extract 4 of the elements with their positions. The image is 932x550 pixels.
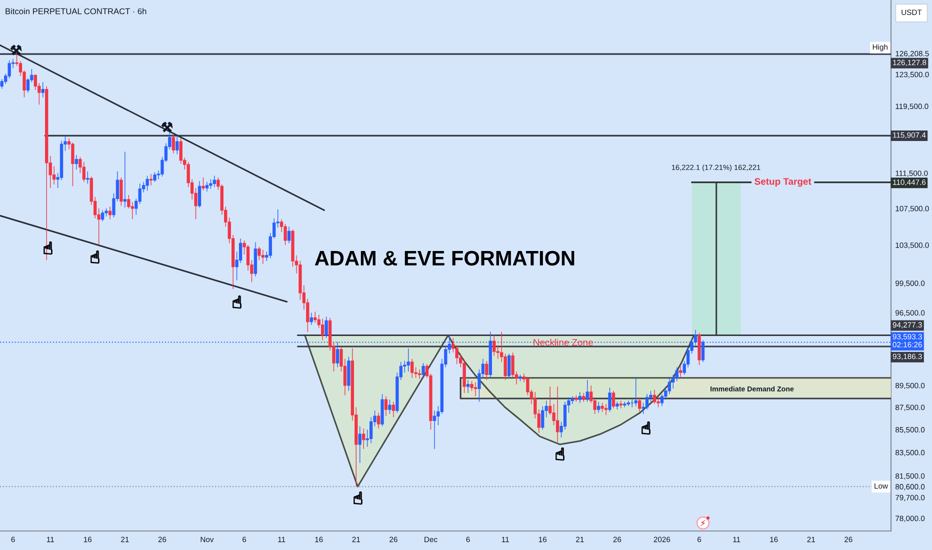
text: ADAM & EVE FORMATION	[314, 250, 574, 266]
text: Bitcoin PERPETUAL CONTRACT · 6h	[6, 8, 146, 14]
annotation: Neckline Zone	[534, 338, 593, 346]
annotation: Setup Target	[754, 178, 812, 187]
